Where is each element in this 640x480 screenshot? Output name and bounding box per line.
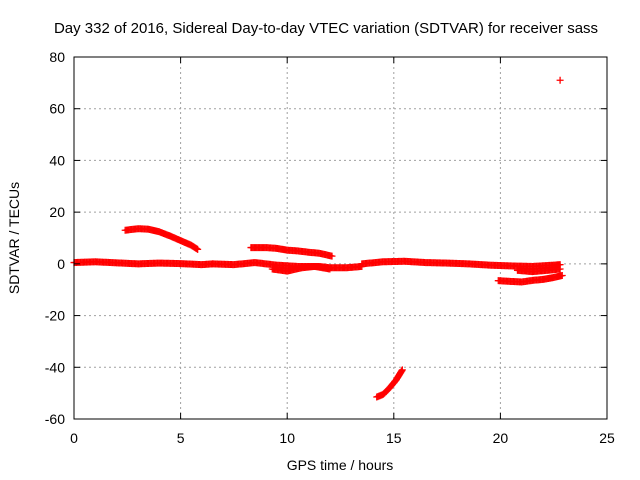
x-tick-label: 5	[177, 430, 185, 446]
y-tick-label: 60	[49, 101, 65, 117]
data-point	[326, 265, 334, 273]
data-point	[558, 271, 566, 279]
y-tick-label: 40	[49, 152, 65, 168]
x-axis-label: GPS time / hours	[287, 457, 394, 473]
data-point	[194, 245, 202, 253]
y-tick-label: 80	[49, 49, 65, 65]
x-tick-label: 15	[386, 430, 402, 446]
grid	[74, 57, 607, 419]
y-tick-label: 20	[49, 204, 65, 220]
data-point	[556, 265, 564, 273]
y-tick-label: -60	[45, 411, 65, 427]
data-point	[328, 252, 336, 260]
data-points	[70, 76, 566, 401]
y-tick-label: -40	[45, 359, 65, 375]
plot-frame	[73, 56, 608, 420]
data-point	[398, 366, 406, 374]
data-point	[556, 76, 564, 84]
axis-ticks: 0 5 10 15 20 25 -60 -40 -20 0 20 40 60 80	[45, 49, 615, 446]
y-tick-label: -20	[45, 308, 65, 324]
x-tick-label: 0	[70, 430, 78, 446]
x-tick-label: 25	[599, 430, 615, 446]
x-tick-label: 20	[493, 430, 509, 446]
chart-title: Day 332 of 2016, Sidereal Day-to-day VTE…	[54, 20, 598, 37]
y-tick-label: 0	[57, 256, 65, 272]
y-axis-label: SDTVAR / TECUs	[6, 182, 22, 294]
x-tick-label: 10	[279, 430, 295, 446]
